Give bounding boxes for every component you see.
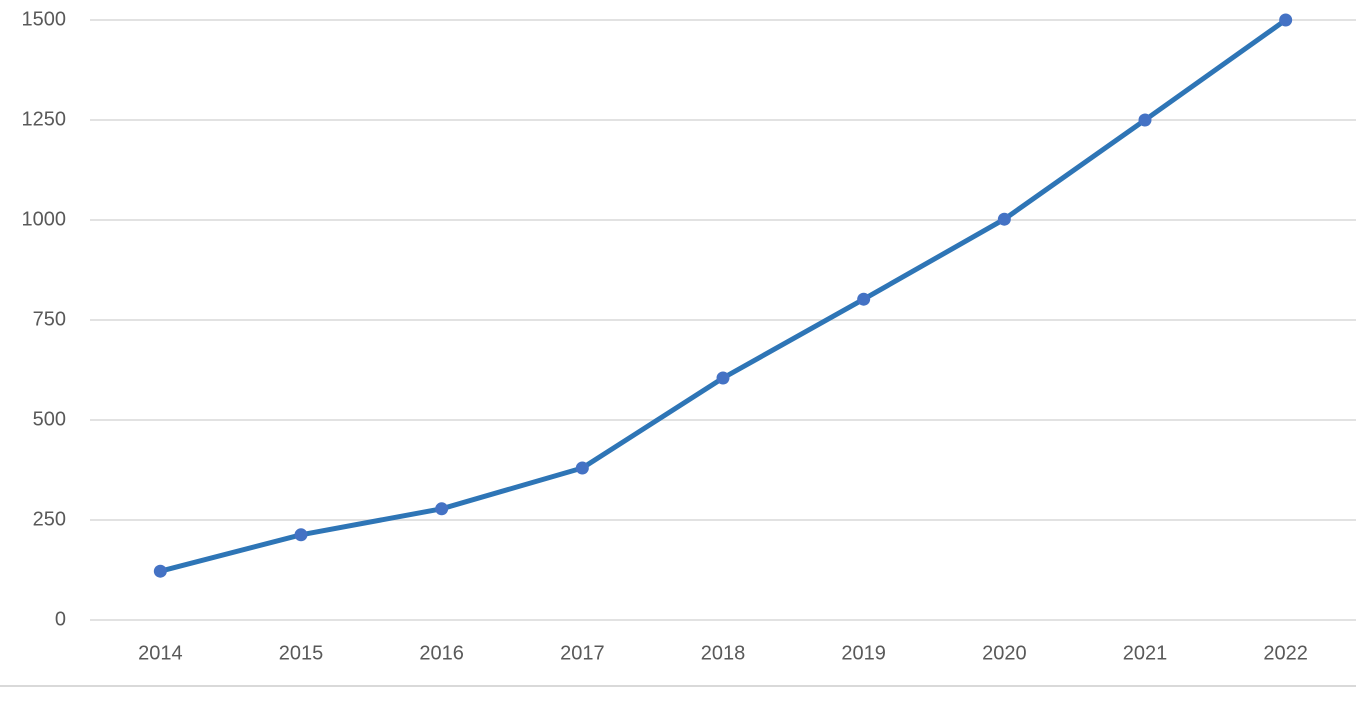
y-tick-label: 500: [33, 408, 66, 430]
y-tick-label: 0: [55, 608, 66, 630]
x-tick-label: 2014: [138, 642, 183, 664]
point-marker: [153, 564, 167, 578]
point-marker: [435, 502, 449, 516]
y-tick-label: 1250: [22, 108, 67, 130]
x-tick-label: 2021: [1123, 642, 1168, 664]
point-marker: [997, 212, 1011, 226]
x-tick-label: 2017: [560, 642, 605, 664]
series-line: [159, 17, 1288, 574]
y-tick-label: 1000: [22, 208, 67, 230]
y-tick-label: 750: [33, 308, 66, 330]
y-tick-label: 1500: [22, 8, 67, 30]
x-tick-label: 2018: [701, 642, 746, 664]
x-tick-label: 2020: [982, 642, 1027, 664]
x-tick-label: 2016: [419, 642, 464, 664]
point-marker: [1279, 13, 1293, 27]
point-marker: [716, 371, 730, 385]
x-tick-label: 2022: [1263, 642, 1308, 664]
y-tick-label: 250: [33, 508, 66, 530]
x-tick-label: 2019: [841, 642, 886, 664]
x-tick-label: 2015: [279, 642, 324, 664]
point-marker: [575, 461, 589, 475]
point-marker: [1138, 113, 1152, 127]
point-marker: [857, 292, 871, 306]
point-marker: [294, 528, 308, 542]
